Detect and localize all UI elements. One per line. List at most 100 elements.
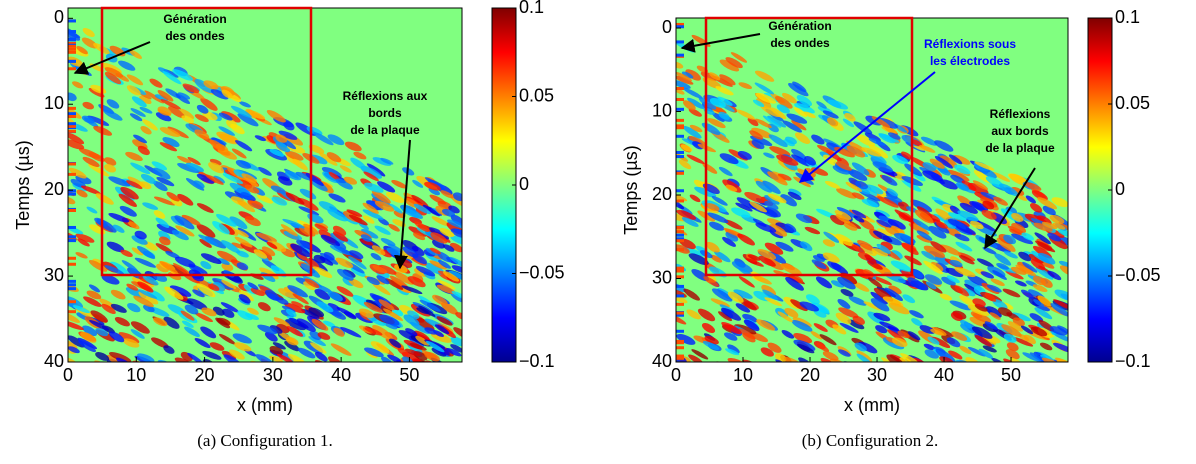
wave-blob: [901, 151, 913, 160]
wave-blob: [907, 277, 926, 291]
wave-blob: [450, 292, 462, 303]
wave-blob: [411, 194, 429, 208]
wave-blob: [284, 302, 306, 314]
wave-blob: [151, 337, 169, 349]
wave-blob: [718, 311, 733, 322]
wave-blob: [130, 321, 150, 334]
annotation-arrow: [394, 139, 411, 270]
wave-blob: [68, 346, 80, 354]
wave-blob: [163, 345, 175, 354]
edge-stripe: [676, 118, 684, 122]
wave-blob: [326, 152, 342, 163]
wave-blob: [221, 240, 241, 254]
wave-blob: [310, 342, 327, 354]
wave-blob: [799, 301, 819, 312]
wave-blob: [879, 321, 900, 331]
wave-blob: [154, 94, 169, 102]
wave-blob: [937, 167, 951, 176]
wave-blob: [142, 119, 158, 131]
wave-blob: [971, 326, 993, 339]
wave-blob: [450, 214, 462, 226]
wave-blob: [109, 352, 132, 362]
wave-blob: [767, 193, 787, 204]
wave-blob: [424, 327, 437, 335]
wave-blob: [253, 249, 268, 259]
wave-blob: [835, 312, 852, 325]
wave-blob: [798, 357, 814, 362]
annotation-text: Réflexions: [990, 107, 1051, 121]
wave-blob: [434, 324, 450, 335]
wave-blob: [125, 151, 143, 162]
wave-blob: [371, 245, 386, 256]
wave-blob: [108, 212, 130, 223]
wave-blob: [972, 180, 989, 191]
wave-blob: [853, 121, 873, 135]
wave-blob: [413, 232, 426, 241]
wave-blob: [438, 259, 451, 269]
annotation-text: de la plaque: [350, 123, 420, 137]
wave-blob: [811, 134, 825, 145]
wave-blob: [322, 171, 339, 184]
wave-blob: [884, 287, 903, 301]
wave-blob: [219, 133, 239, 145]
wave-blob: [297, 347, 316, 359]
wave-blob: [1051, 197, 1068, 208]
wave-blob: [413, 203, 431, 215]
wave-blob: [676, 209, 697, 220]
wave-blob: [359, 238, 374, 246]
wave-blob: [1022, 352, 1041, 362]
wave-blob: [725, 57, 743, 69]
wave-blob: [853, 282, 870, 292]
wave-blob: [314, 223, 329, 232]
wave-blob: [989, 312, 1001, 320]
wave-blob: [255, 354, 275, 362]
wave-blob: [455, 312, 462, 320]
wave-blob: [846, 145, 866, 158]
wave-blob: [449, 242, 462, 253]
edge-stripe: [68, 124, 76, 128]
wave-blob: [822, 110, 839, 119]
wave-blob: [827, 99, 849, 110]
wave-blob: [149, 78, 163, 88]
wave-blob: [157, 106, 172, 116]
wave-blob: [819, 334, 837, 346]
wave-blob: [738, 82, 752, 90]
wave-blob: [442, 271, 460, 282]
wave-blob: [377, 181, 396, 193]
wave-blob: [986, 284, 1002, 293]
wave-blob: [348, 278, 364, 289]
wave-blob: [681, 217, 699, 227]
wave-blob: [200, 97, 218, 111]
wave-blob: [316, 301, 334, 313]
wave-blob: [358, 308, 375, 319]
wave-blob: [389, 203, 403, 214]
wave-blob: [709, 98, 726, 108]
wave-blob: [159, 127, 181, 137]
wave-blob: [791, 320, 813, 332]
wave-blob: [888, 285, 902, 295]
wave-blob: [967, 304, 990, 317]
wave-blob: [196, 203, 214, 213]
wave-blob: [271, 196, 288, 206]
wave-blob: [886, 361, 906, 373]
wave-blob: [794, 132, 811, 144]
wave-blob: [383, 308, 404, 321]
wave-blob: [762, 180, 781, 194]
wave-blob: [221, 89, 233, 99]
wave-blob: [172, 69, 194, 81]
wave-blob: [719, 59, 740, 72]
wave-blob: [920, 136, 938, 146]
wave-blob: [678, 159, 692, 170]
annotation-text: des ondes: [770, 36, 830, 50]
wave-blob: [160, 99, 181, 110]
wave-blob: [1058, 221, 1068, 231]
y-tick-label: 20: [44, 179, 64, 199]
wave-blob: [370, 341, 390, 354]
wave-blob: [156, 177, 175, 187]
wave-blob: [129, 49, 142, 59]
wave-blob: [230, 123, 245, 135]
wave-blob: [822, 252, 840, 263]
wave-blob: [335, 178, 353, 190]
wave-blob: [205, 174, 224, 185]
x-tick-label: 30: [867, 365, 887, 385]
